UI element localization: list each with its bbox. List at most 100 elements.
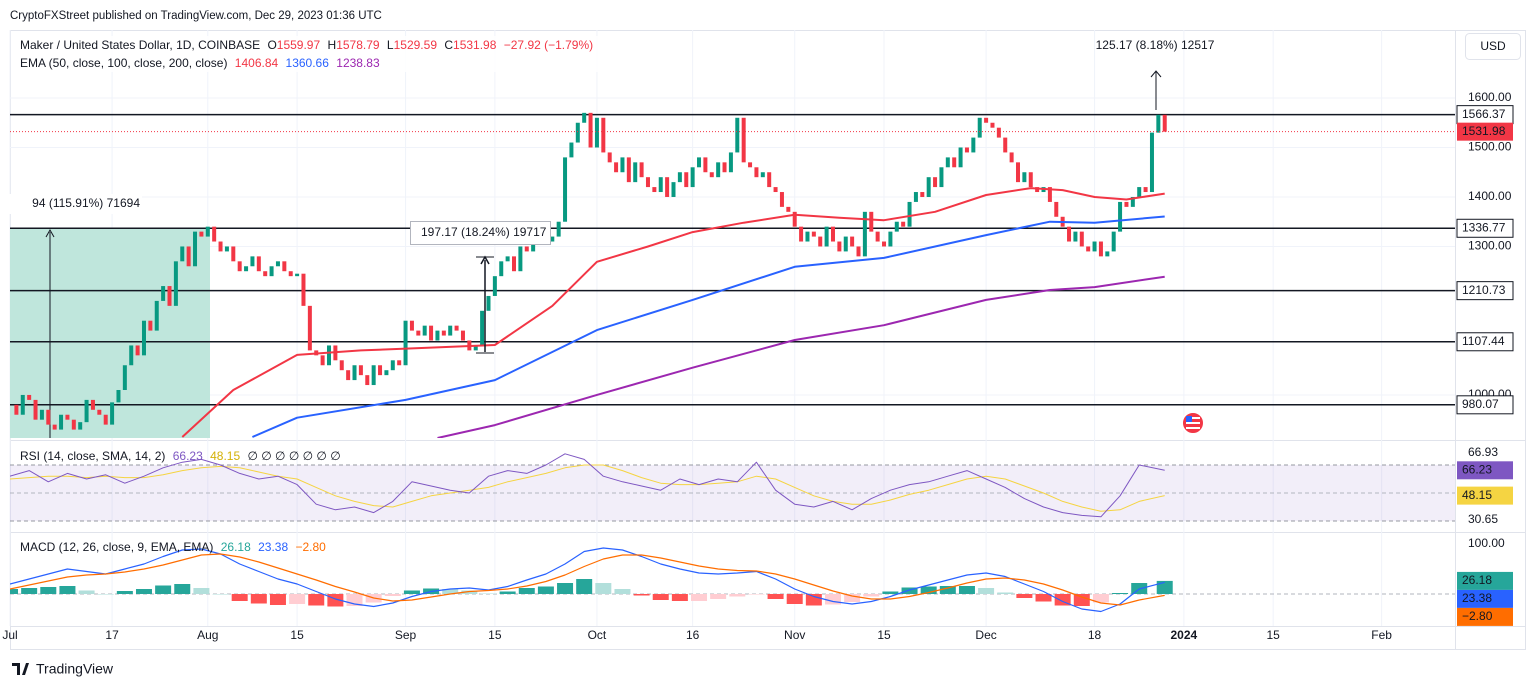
candle (677, 172, 682, 183)
macd-histogram-bar (633, 594, 650, 596)
ema-line (252, 215, 1165, 438)
candle (633, 162, 638, 183)
candle (1149, 132, 1154, 193)
level-label: 1566.37 (1462, 107, 1506, 121)
candle (167, 286, 172, 306)
candle (84, 399, 89, 423)
rsi-line (10, 453, 1165, 518)
candle (524, 246, 529, 252)
candle (741, 117, 746, 163)
candle (977, 117, 982, 138)
macd-histogram-bar (21, 588, 38, 594)
candle (409, 320, 414, 331)
current-price-box (1457, 122, 1513, 141)
candle (996, 127, 1001, 138)
level-label: 1107.44 (1462, 334, 1505, 348)
y-tick-label: 1300.00 (1468, 239, 1512, 253)
candle (454, 325, 459, 331)
candle (1111, 231, 1116, 252)
macd-histogram-bar (1054, 594, 1071, 606)
candle (735, 117, 740, 153)
currency-button[interactable] (1465, 33, 1521, 60)
macd-histogram-bar (691, 594, 708, 601)
macd-histogram-bar (595, 583, 612, 594)
candle (512, 256, 517, 272)
candle (626, 157, 631, 183)
candle (754, 167, 759, 178)
macd-histogram-bar (844, 594, 861, 602)
candle (295, 273, 300, 277)
ema-value: 1406.84 (235, 56, 279, 70)
signal-value: −2.80 (295, 540, 326, 554)
candle (792, 211, 797, 227)
candle (563, 157, 568, 222)
candle (141, 320, 146, 356)
candle (39, 409, 44, 420)
macd-histogram-bar (767, 594, 784, 599)
currency[interactable]: USD (1480, 39, 1506, 53)
macd-histogram-bar (920, 586, 937, 594)
candle (824, 226, 829, 247)
x-tick-label: 16 (686, 628, 700, 642)
y-tick-label: 1400.00 (1468, 189, 1512, 203)
candle (441, 330, 446, 336)
candle (97, 409, 102, 415)
macd-histogram-bar (403, 590, 420, 594)
candle (46, 409, 51, 425)
candle (830, 226, 835, 242)
candle (569, 142, 574, 158)
candle (422, 325, 427, 336)
rsi-pane (10, 453, 1455, 522)
candle (282, 261, 287, 272)
arrow-head (1150, 70, 1162, 78)
candle (556, 221, 561, 237)
candle (435, 330, 440, 341)
candle (110, 402, 115, 425)
candle (875, 231, 880, 242)
candle (148, 320, 153, 331)
macd-histogram-bar (269, 594, 286, 605)
macd-histogram-bar (863, 594, 880, 597)
macd-histogram-bar (10, 589, 19, 594)
macd-histogram-bar (308, 594, 325, 606)
macd-histogram-bar (78, 590, 95, 594)
candle (748, 162, 753, 168)
y-tick-label: 1600.00 (1468, 90, 1512, 104)
candle (901, 221, 906, 227)
candle (20, 394, 25, 415)
macd-pane (10, 547, 1455, 613)
high: 1578.79 (336, 38, 380, 52)
macd-histogram-bar (939, 586, 956, 594)
candle (913, 192, 918, 202)
value-label-box (1457, 607, 1513, 626)
macd-histogram-bar (901, 587, 918, 594)
signal-line (10, 553, 1165, 606)
macd-histogram-bar (652, 594, 669, 600)
candle (59, 414, 64, 430)
level-label-box (1456, 395, 1514, 415)
candle (1003, 137, 1008, 153)
candle (665, 177, 670, 197)
macd-histogram-bar (135, 589, 152, 594)
candle (65, 414, 70, 420)
x-tick-label: Sep (395, 628, 417, 642)
candle (218, 241, 223, 252)
macd-histogram-bar (461, 590, 478, 594)
rsi-value: 66.23 (173, 449, 203, 463)
macd-histogram-bar (518, 588, 535, 594)
x-tick-label: Nov (784, 628, 805, 642)
macd-histogram-bar (557, 583, 574, 594)
candle (990, 122, 995, 128)
macd-histogram-bar (997, 592, 1014, 594)
macd-histogram-bar (116, 591, 133, 594)
candle (1143, 187, 1148, 193)
x-tick-label: 15 (290, 628, 304, 642)
x-tick-label: 15 (877, 628, 891, 642)
candle (614, 162, 619, 173)
ema-title: EMA (50, close, 100, close, 200, close) (20, 56, 227, 70)
macd-histogram-bar (614, 589, 631, 594)
macd-histogram-bar (480, 593, 497, 594)
candle (1137, 187, 1142, 197)
candle (78, 422, 83, 430)
